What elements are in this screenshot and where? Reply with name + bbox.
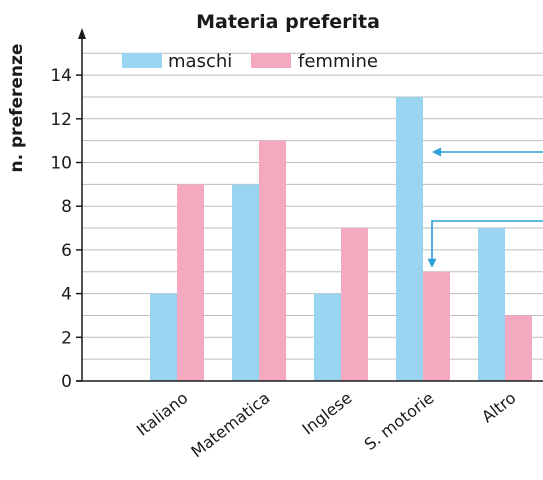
x-tick-label: Matematica	[187, 388, 273, 461]
bar-maschi-s-motorie	[396, 96, 423, 381]
bars	[150, 96, 532, 381]
y-tick-label: 6	[61, 241, 72, 261]
x-tick-label: S. motorie	[361, 388, 438, 454]
y-axis-arrowhead	[78, 28, 86, 39]
chart-title: Materia preferita	[196, 11, 380, 33]
axes	[76, 28, 543, 382]
y-ticks: 0 2 4 6 8 10 12 14	[50, 66, 82, 392]
bar-femmine-matematica	[259, 140, 286, 381]
y-tick-label: 4	[61, 285, 72, 305]
legend-label-femmine: femmine	[298, 51, 378, 72]
x-tick-label: Inglese	[298, 388, 355, 438]
annotation-arrows	[427, 147, 543, 268]
y-tick-label: 14	[50, 66, 72, 86]
y-tick-label: 8	[61, 197, 72, 217]
y-axis-label: n. preferenze	[7, 44, 27, 173]
bar-femmine-s-motorie	[423, 271, 450, 381]
bar-femmine-italiano	[177, 184, 204, 381]
bar-femmine-inglese	[341, 228, 368, 381]
y-tick-label: 0	[61, 372, 72, 392]
x-tick-label: Altro	[478, 388, 519, 426]
bar-maschi-altro	[478, 228, 505, 381]
bar-femmine-altro	[505, 315, 532, 381]
legend: maschi femmine	[122, 51, 378, 72]
legend-swatch-maschi	[122, 53, 162, 68]
y-tick-label: 12	[50, 110, 72, 130]
x-tick-label: Italiano	[133, 388, 192, 440]
bar-maschi-matematica	[232, 184, 259, 381]
legend-label-maschi: maschi	[168, 51, 232, 72]
grid	[82, 52, 543, 360]
bar-maschi-italiano	[150, 293, 177, 381]
annotation-arrowhead	[432, 147, 441, 157]
annotation-arrow-line	[431, 220, 543, 261]
annotation-arrowhead	[427, 258, 437, 268]
legend-swatch-femmine	[251, 53, 291, 68]
y-tick-label: 2	[61, 328, 72, 348]
bar-maschi-inglese	[314, 293, 341, 381]
y-tick-label: 10	[50, 154, 72, 174]
